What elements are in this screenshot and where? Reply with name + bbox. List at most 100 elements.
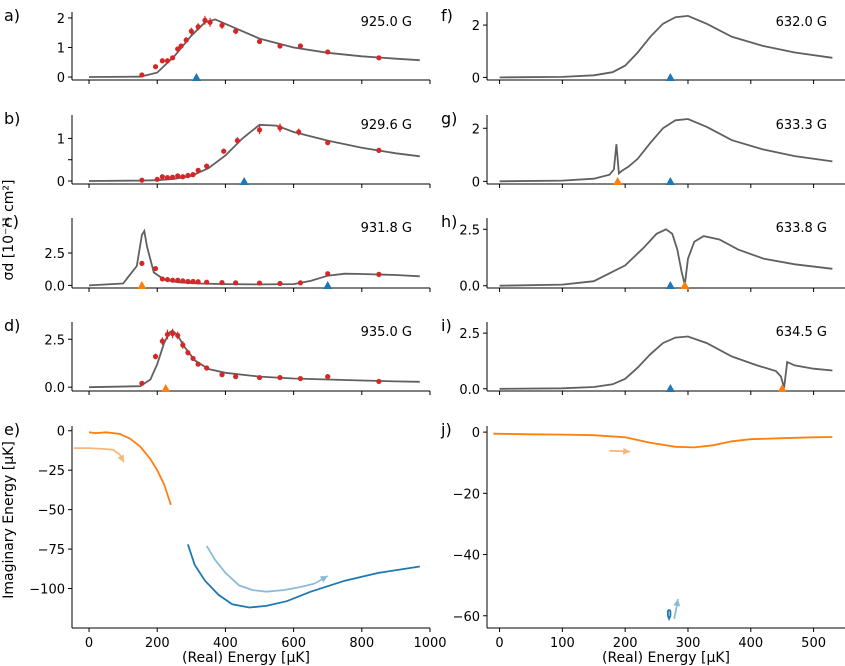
data-point-c [204,279,210,285]
data-point-b [277,125,283,131]
field-label-f: 632.0 G [776,15,827,30]
data-point-d [376,378,382,385]
data-point-d [190,355,196,362]
data-point-a [376,55,382,61]
data-point-a [233,28,239,34]
x-tick-label-e: 1000 [413,636,446,651]
field-label-b: 929.6 G [361,118,412,133]
panel-label-e: e) [4,420,20,439]
field-label-a: 925.0 G [361,15,412,30]
data-point-c [325,271,331,277]
field-label-h: 633.8 G [776,221,827,236]
panel-label-d: d) [4,316,20,335]
data-point-d [175,332,181,339]
data-point-b [180,174,186,180]
data-point-a [297,43,304,49]
trajectory-orange-j [493,432,833,449]
y-tick-label-h: 0.0 [459,280,480,295]
panel-e: e) 0 −25 −50 −75 −100 0 200 400 600 800 1000 [4,420,447,651]
trajectory-light-orange-e [73,447,121,456]
y-tick-label-e: −75 [38,543,65,558]
right-x-axis-label: (Real) Energy [μK] [602,650,730,666]
x-tick-label-j: 500 [801,636,826,651]
field-label-g: 633.3 G [776,118,827,133]
data-point-b [325,140,331,146]
panel-label-b: b) [4,109,20,128]
panel-j: j) 0 −20 −40 −60 0 100 200 300 400 500 [440,420,845,651]
field-label-c: 931.8 G [361,221,412,236]
data-point-b [296,129,302,135]
panel-f: f) 0 2 632.0 G [441,6,845,86]
resonance-marker-i [777,384,787,392]
model-curve-c [88,228,420,287]
data-point-c [159,276,165,282]
data-point-d [195,361,201,367]
data-point-b [195,167,201,173]
resonance-marker-d [161,384,171,392]
x-tick-label-j: 0 [495,636,503,651]
data-point-b [221,148,227,154]
arrow-head-e [117,454,124,463]
y-tick-label-b: 1 [57,132,65,147]
y-tick-label-d: 2.5 [44,333,65,348]
x-tick-label-j: 300 [676,636,701,651]
y-tick-label-g: 2 [472,122,480,137]
y-tick-label-j: 0 [472,426,480,441]
panel-i: i) 0.0 2.5 634.5 G [441,316,845,398]
model-curve-h [499,228,833,287]
resonance-marker-c [137,281,147,289]
data-point-d [185,350,191,356]
trajectory-light-blue-e [205,545,315,593]
data-point-d [169,330,176,337]
x-tick-label-e: 600 [281,636,306,651]
data-point-a [207,19,213,25]
data-point-d [204,365,210,371]
data-point-a [139,72,145,78]
data-point-b [154,176,160,182]
data-point-c [169,277,176,283]
data-point-c [297,280,304,286]
data-point-c [164,276,171,283]
x-tick-label-e: 0 [85,636,93,651]
data-point-c [233,280,239,286]
resonance-marker-g [665,177,675,185]
data-point-b [139,177,145,183]
data-point-a [195,24,201,30]
data-point-a [183,37,189,43]
data-point-b [190,172,196,178]
data-point-a [188,28,194,34]
field-label-i: 634.5 G [776,325,827,340]
y-tick-label-a: 1 [57,41,65,56]
resonance-marker-a [191,73,201,81]
data-point-a [202,17,208,23]
resonance-marker-b [239,177,249,185]
data-point-a [159,58,165,64]
data-point-a [256,38,263,45]
resonance-marker-h [665,281,675,289]
panel-a: a) 0 1 2 925.0 G [4,6,431,86]
data-point-c [277,280,283,287]
x-tick-label-e: 400 [213,636,238,651]
model-curve-b [88,123,420,182]
data-point-b [159,174,165,180]
y-tick-label-h: 2.5 [459,223,480,238]
data-point-c [185,278,191,285]
model-curve-g [499,118,833,183]
trajectory-blue-j [667,609,672,622]
data-point-d [325,374,331,380]
data-point-b [256,127,263,133]
panel-c: c) 0.0 2.5 931.8 G [4,212,431,294]
data-point-d [256,374,263,381]
y-tick-label-b: 0 [57,175,65,190]
data-point-b [376,147,382,153]
field-label-d: 935.0 G [361,325,412,340]
y-tick-label-j: −60 [453,610,480,625]
y-tick-label-c: 0.0 [44,279,65,294]
data-point-c [219,279,225,286]
panel-label-a: a) [4,6,20,25]
data-point-b [164,175,171,181]
data-point-c [152,265,159,272]
resonance-marker-f [665,73,675,81]
resonance-marker-i [665,384,675,392]
